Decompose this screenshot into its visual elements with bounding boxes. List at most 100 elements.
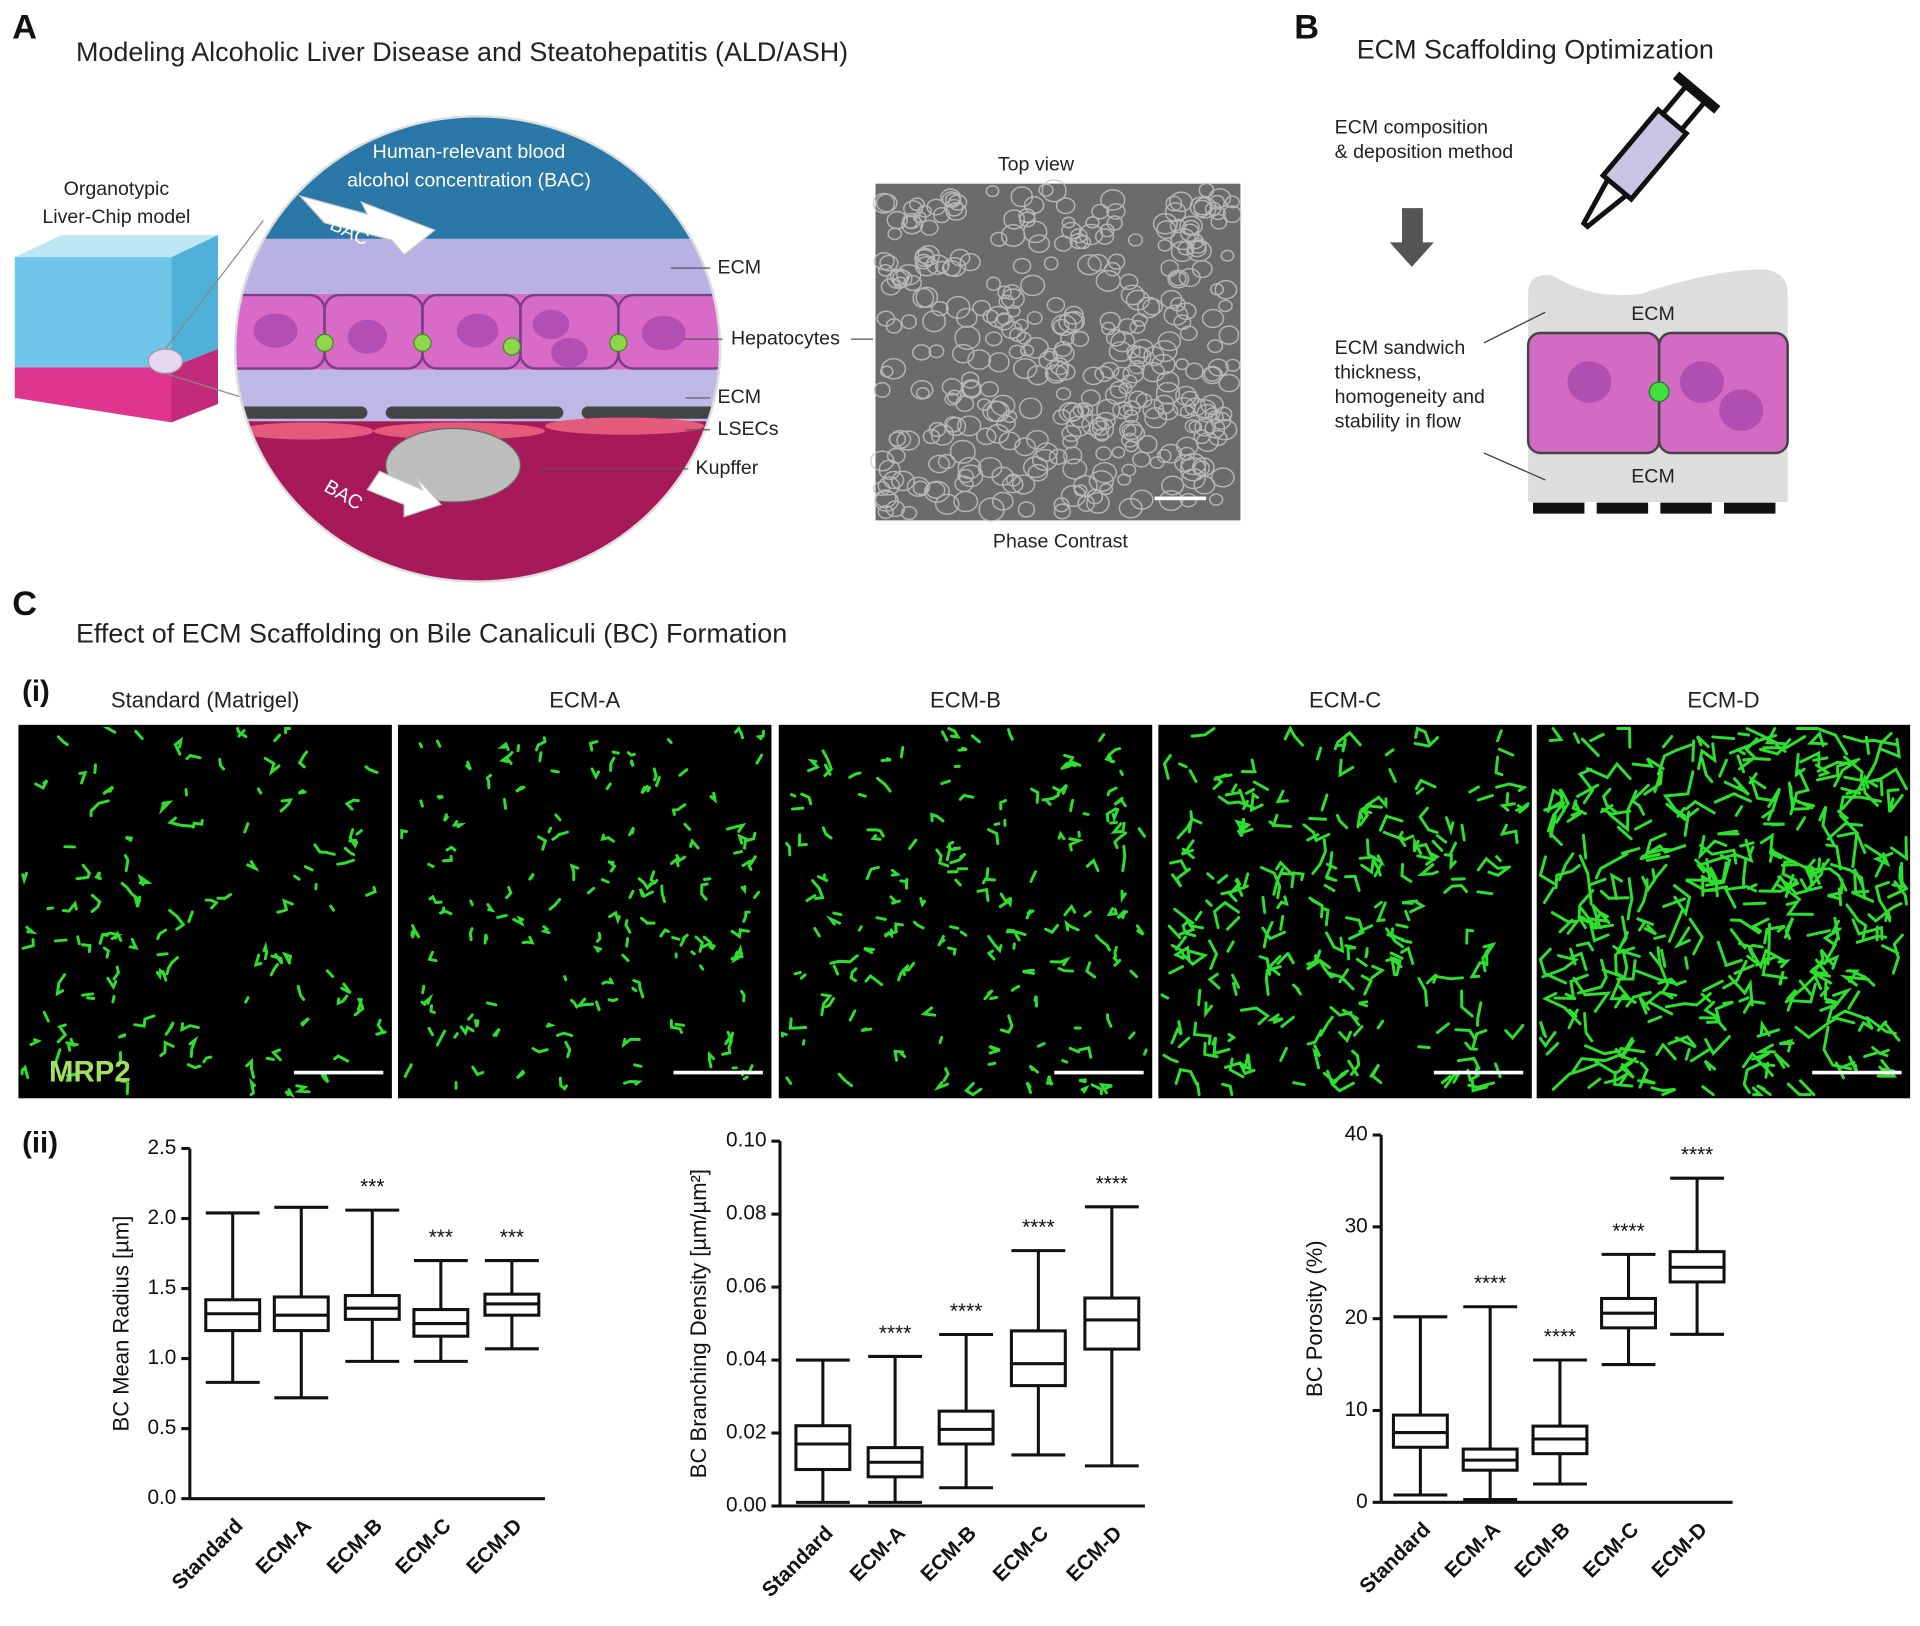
x-tick-label: ECM-B (916, 1522, 980, 1586)
significance: *** (360, 1176, 384, 1199)
x-tick-label: Standard (167, 1514, 247, 1594)
image-label: Phase Contrast (993, 531, 1129, 553)
bac-arrow (366, 470, 442, 518)
nuclei (253, 309, 686, 368)
syringe-tip (1580, 175, 1631, 230)
panel-letter: A (12, 8, 37, 46)
ecm-layer (235, 238, 721, 294)
y-tick-label: 0.0 (147, 1486, 176, 1509)
box (794, 1424, 852, 1472)
bac-title: Human-relevant blood (373, 141, 566, 163)
image-title: ECM-A (549, 687, 620, 712)
syringe-handle (1672, 71, 1721, 114)
stain-texture (780, 727, 1148, 1097)
canaliculus (1648, 381, 1670, 403)
leader-lines (538, 267, 874, 470)
y-tick-label: 0.00 (726, 1494, 766, 1517)
model-label: Organotypic (64, 178, 170, 200)
x-tick-label: ECM-A (252, 1514, 316, 1578)
y-axis-label: BC Porosity (%) (1302, 1240, 1327, 1397)
significance: **** (1544, 1325, 1576, 1348)
y-tick-label: 10 (1345, 1398, 1368, 1421)
cell-borders (235, 293, 721, 370)
step-text: stability in flow (1335, 411, 1462, 433)
panel-title: ECM Scaffolding Optimization (1357, 35, 1714, 65)
y-tick-label: 2.5 (147, 1136, 176, 1159)
y-tick-label: 0.08 (726, 1202, 766, 1225)
chip-top (14, 235, 219, 258)
y-tick-label: 0.10 (726, 1129, 766, 1152)
y-tick-label: 1.5 (147, 1276, 176, 1299)
y-axis-label: BC Mean Radius [µm] (108, 1216, 133, 1432)
box (1009, 1329, 1067, 1388)
circle-outline (233, 115, 722, 583)
image-title: ECM-B (930, 687, 1001, 712)
layer-label: LSECs (718, 418, 779, 440)
significance: *** (500, 1226, 524, 1249)
stain-label: MRP2 (49, 1056, 131, 1089)
y-axis-label: BC Branching Density [µm/µm²] (686, 1169, 711, 1478)
micrograph (1158, 724, 1532, 1099)
arrow-down (1389, 208, 1434, 267)
step-text: thickness, (1335, 362, 1422, 384)
panel-letter: C (12, 585, 37, 623)
significance: **** (879, 1322, 911, 1345)
syringe (1580, 71, 1721, 230)
leader-line (1483, 452, 1546, 481)
chip-channel-side (171, 348, 219, 423)
stain-texture (400, 725, 765, 1091)
micrograph (778, 724, 1153, 1099)
significance: **** (1474, 1272, 1506, 1295)
chip-side (171, 235, 219, 368)
x-tick-label: ECM-B (1510, 1518, 1574, 1582)
box (1083, 1296, 1141, 1351)
subpanel-label: (i) (22, 675, 50, 708)
chip-channel (14, 367, 172, 423)
layer-label: Kupffer (696, 457, 759, 479)
image-title: ECM-C (1309, 687, 1381, 712)
stain-texture (1538, 727, 1909, 1097)
panel-title: Modeling Alcoholic Liver Disease and Ste… (76, 37, 848, 67)
micrograph (398, 724, 772, 1099)
panel-letter: B (1294, 8, 1319, 46)
y-tick-label: 0.04 (726, 1348, 766, 1371)
significance: **** (1096, 1172, 1128, 1195)
image-title: Standard (Matrigel) (111, 687, 299, 712)
x-tick-label: ECM-C (1579, 1518, 1643, 1582)
membrane (235, 406, 721, 419)
subpanel-label: (ii) (22, 1127, 58, 1160)
y-tick-label: 1.0 (147, 1346, 176, 1369)
x-tick-label: ECM-C (989, 1522, 1053, 1586)
x-tick-label: Standard (1355, 1518, 1435, 1598)
y-tick-label: 40 (1345, 1123, 1368, 1146)
significance: **** (1612, 1220, 1644, 1243)
y-tick-label: 0 (1356, 1490, 1368, 1513)
y-tick-label: 2.0 (147, 1206, 176, 1229)
cell-texture (870, 179, 1242, 522)
significance: **** (1681, 1144, 1713, 1167)
nuclei (1567, 361, 1764, 431)
x-tick-label: ECM-D (1062, 1522, 1126, 1586)
layer-label: ECM (718, 386, 762, 408)
ecm-label: ECM (1631, 466, 1675, 488)
y-tick-label: 0.02 (726, 1421, 766, 1444)
bac-arrow (298, 194, 436, 256)
y-tick-label: 20 (1345, 1306, 1368, 1329)
x-tick-label: ECM-A (845, 1522, 909, 1586)
significance: *** (429, 1226, 453, 1249)
zoom-spot (147, 348, 184, 375)
y-tick-label: 30 (1345, 1214, 1368, 1237)
step-text: ECM sandwich (1335, 337, 1466, 359)
box (937, 1409, 995, 1446)
step-text: homogeneity and (1335, 386, 1485, 408)
model-label: Liver-Chip model (42, 206, 190, 228)
panel-title: Effect of ECM Scaffolding on Bile Canali… (76, 619, 787, 649)
leader-line (1483, 311, 1546, 344)
ecm-label: ECM (1631, 303, 1675, 325)
x-tick-label: ECM-D (462, 1514, 526, 1578)
x-tick-label: ECM-C (391, 1514, 455, 1578)
step-text: & deposition method (1335, 141, 1514, 163)
stain-texture (1160, 725, 1530, 1097)
